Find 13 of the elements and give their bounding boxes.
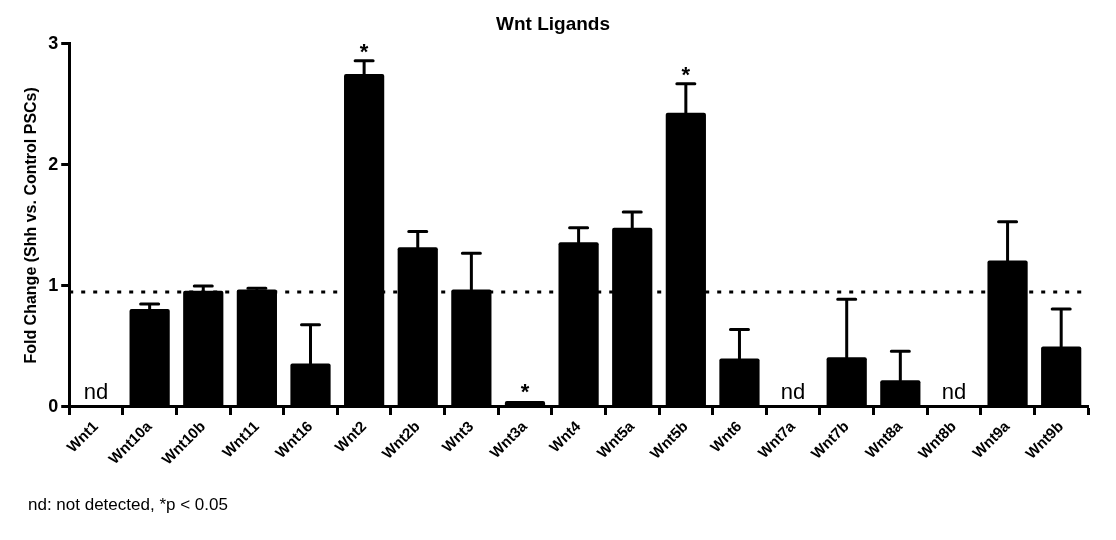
text: nd: not detected, *p < 0.05	[28, 495, 228, 514]
annotation: nd	[780, 378, 806, 404]
y-tick-label: 3	[48, 32, 59, 53]
y-tick-label: 0	[48, 395, 59, 416]
annotation: *	[520, 378, 530, 404]
y-tick-label: 2	[48, 153, 59, 174]
annotation: nd	[941, 378, 967, 404]
annotation: nd	[83, 378, 109, 404]
chart-title: Wnt Ligands	[496, 12, 610, 34]
y-tick-label: 1	[48, 274, 59, 295]
annotation: *	[681, 61, 691, 87]
y-axis-title: Fold Change (Shh vs. Control PSCs)	[22, 87, 40, 364]
annotation: *	[359, 38, 369, 64]
